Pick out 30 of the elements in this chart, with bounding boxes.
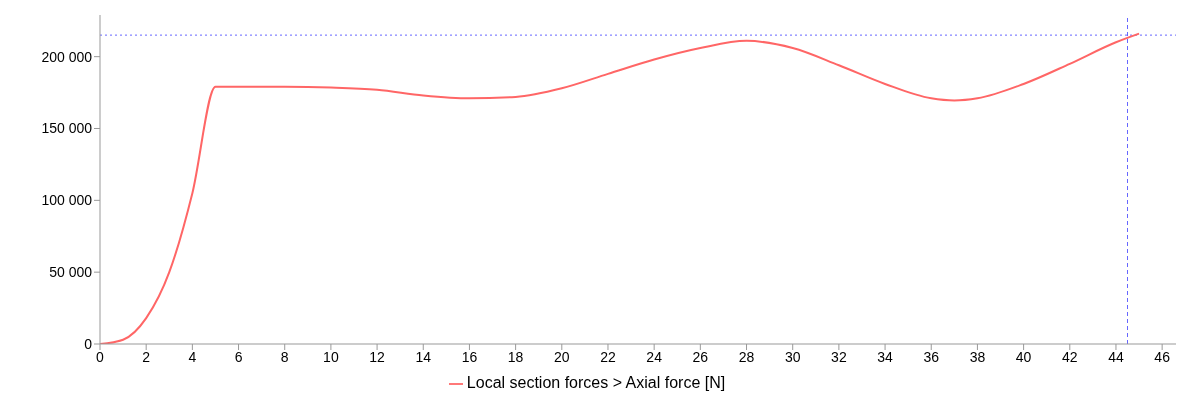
x-tick-label: 38: [969, 348, 986, 365]
x-tick-label: 2: [142, 348, 151, 365]
y-tick-label: 150 000: [41, 120, 93, 137]
x-tick-label: 10: [323, 348, 339, 365]
x-tick-label: 36: [923, 348, 940, 365]
y-tick-label: 0: [84, 335, 93, 352]
x-tick-label: 22: [600, 348, 616, 365]
x-tick-label: 14: [415, 348, 432, 365]
x-tick-label: 12: [369, 348, 386, 365]
x-tick-label: 4: [188, 348, 197, 365]
x-tick-label: 28: [738, 348, 755, 365]
x-tick-label: 24: [646, 348, 663, 365]
x-tick-label: 16: [461, 348, 478, 365]
x-tick-label: 30: [784, 348, 801, 365]
x-tick-label: 26: [692, 348, 709, 365]
y-tick-label: 50 000: [49, 264, 93, 281]
x-tick-label: 32: [831, 348, 847, 365]
x-tick-label: 20: [554, 348, 570, 365]
x-tick-label: 40: [1015, 348, 1032, 365]
x-tick-label: 42: [1062, 348, 1078, 365]
x-tick-label: 46: [1154, 348, 1171, 365]
legend-label: Local section forces > Axial force [N]: [466, 374, 726, 391]
x-tick-label: 6: [234, 348, 243, 365]
x-tick-label: 44: [1108, 348, 1124, 365]
y-tick-label: 200 000: [41, 48, 93, 65]
x-tick-label: 0: [96, 348, 105, 365]
x-tick-label: 34: [877, 348, 894, 365]
x-tick-label: 8: [280, 348, 289, 365]
y-tick-label: 100 000: [41, 192, 93, 209]
x-tick-label: 18: [507, 348, 524, 365]
